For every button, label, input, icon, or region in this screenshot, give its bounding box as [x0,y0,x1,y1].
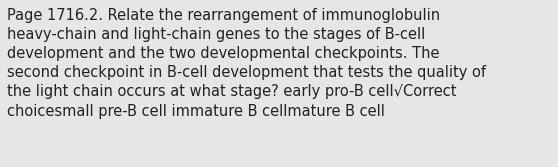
Text: Page 1716.2. Relate the rearrangement of immunoglobulin
heavy-chain and light-ch: Page 1716.2. Relate the rearrangement of… [7,8,485,119]
